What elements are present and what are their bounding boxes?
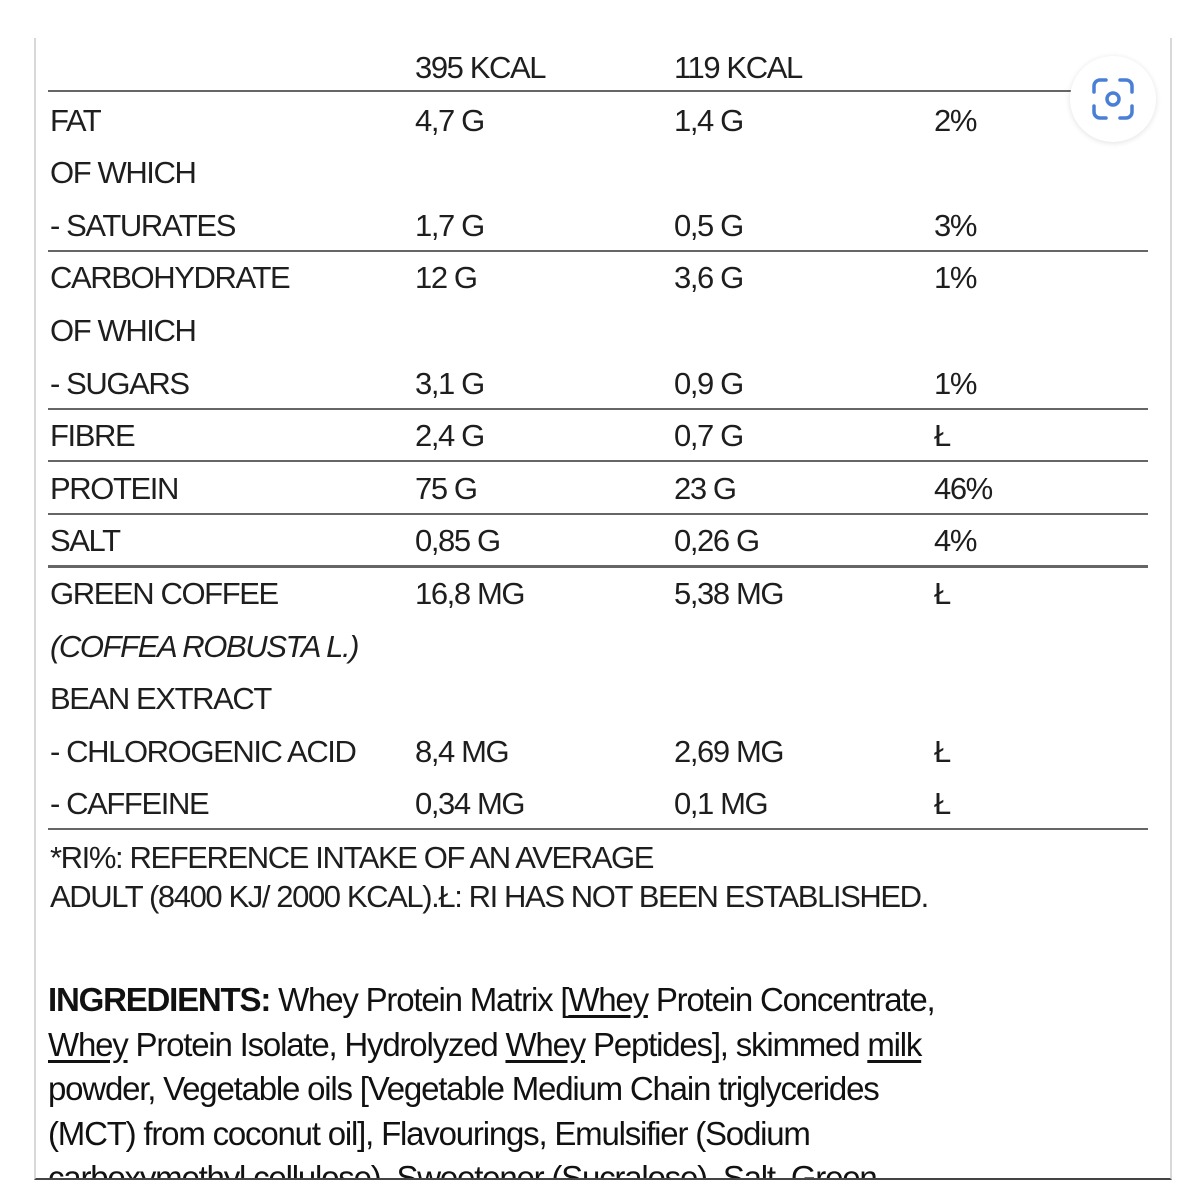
row-value: 0,5 G — [674, 207, 744, 243]
label-panel: 395 KCAL 119 KCAL FAT 4,7 G 1,4 G 2% OF WHICH -… — [34, 38, 1172, 1180]
ingredients-line: INGREDIENTS: Whey Protein Matrix [Whey P… — [48, 980, 936, 1020]
ingredients-text: Whey — [48, 1025, 129, 1063]
row-value: 2% — [934, 102, 977, 138]
row-value: 3% — [934, 207, 977, 243]
row-value: 23 G — [674, 470, 737, 506]
row-rule — [48, 512, 1148, 515]
ingredients-text: (MCT) from coconut oil], Flavourings, Em… — [48, 1114, 811, 1152]
column-header: 395 KCAL — [415, 50, 547, 85]
row-label: SALT — [50, 523, 121, 559]
row-value: Ł — [934, 576, 951, 611]
ingredients-heading: INGREDIENTS: — [48, 981, 271, 1018]
footnote: *RI%: REFERENCE INTAKE OF AN AVERAGE — [50, 840, 654, 875]
row-value: 75 G — [415, 470, 478, 506]
row-value: Ł — [934, 786, 951, 822]
ingredients-text: Protein Isolate, Hydrolyzed — [127, 1025, 506, 1063]
ingredients-text: powder, Vegetable oils [Vegetable Medium… — [48, 1070, 880, 1107]
row-label: (COFFEA ROBUSTA L.) — [50, 628, 360, 664]
row-value: 46% — [934, 470, 993, 506]
row-value: Ł — [934, 418, 951, 454]
row-value: 1,7 G — [415, 207, 485, 243]
row-value: 8,4 MG — [415, 733, 510, 769]
row-label: BEAN EXTRACT — [50, 681, 272, 717]
row-value: 2,4 G — [415, 418, 485, 454]
row-value: 0,26 G — [674, 523, 760, 559]
ingredients-text: Whey — [505, 1025, 586, 1063]
row-label: PROTEIN — [50, 470, 179, 506]
ingredients-text: Whey Protein Matrix [ — [270, 981, 569, 1018]
row-value: 1,4 G — [674, 102, 744, 138]
ingredients-text: carboxymethyl cellulose), Sweetener (Suc… — [48, 1159, 878, 1180]
footnote: ADULT (8400 KJ/ 2000 KCAL).Ł: RI HAS NOT… — [50, 879, 929, 914]
row-label: OF WHICH — [50, 155, 197, 191]
row-value: 2,69 MG — [674, 733, 784, 769]
row-rule — [48, 407, 1148, 410]
row-rule — [48, 249, 1148, 252]
ingredients-line: carboxymethyl cellulose), Sweetener (Suc… — [48, 1158, 878, 1180]
row-label: - SATURATES — [50, 207, 236, 243]
ingredients-line: Whey Protein Isolate, Hydrolyzed Whey Pe… — [48, 1025, 922, 1065]
row-label: GREEN COFFEE — [50, 576, 279, 611]
row-value: 3,6 G — [674, 260, 744, 296]
row-value: 3,1 G — [415, 365, 485, 401]
row-label: FAT — [50, 102, 102, 138]
row-value: 5,38 MG — [674, 576, 784, 611]
row-value: 1% — [934, 260, 977, 296]
row-value: Ł — [934, 733, 951, 769]
row-value: 4% — [934, 523, 977, 559]
row-value: 1% — [934, 365, 977, 401]
visual-search-button[interactable] — [1070, 56, 1156, 142]
row-value: 0,85 G — [415, 523, 501, 559]
ingredients-text: Protein Concentrate, — [647, 981, 936, 1018]
row-label: - CHLOROGENIC ACID — [50, 733, 357, 769]
row-rule — [48, 828, 1148, 831]
row-value: 0,7 G — [674, 418, 744, 454]
row-label: OF WHICH — [50, 313, 197, 348]
ingredients-text: Whey — [568, 981, 649, 1018]
header-rule — [48, 90, 1073, 92]
row-value: 4,7 G — [415, 102, 485, 138]
row-value: 0,9 G — [674, 365, 744, 401]
lens-icon — [1092, 78, 1134, 120]
ingredients-text: Peptides], skimmed — [585, 1025, 868, 1063]
row-value: 0,34 MG — [415, 786, 525, 822]
row-rule — [48, 460, 1148, 463]
row-label: FIBRE — [50, 418, 136, 454]
ingredients-text: milk — [867, 1025, 922, 1063]
ingredients-line: (MCT) from coconut oil], Flavourings, Em… — [48, 1114, 811, 1154]
row-label: - SUGARS — [50, 365, 190, 401]
row-label: CARBOHYDRATE — [50, 260, 291, 296]
row-label: - CAFFEINE — [50, 786, 210, 822]
row-rule — [48, 565, 1148, 569]
row-value: 12 G — [415, 260, 478, 296]
ingredients-line: powder, Vegetable oils [Vegetable Medium… — [48, 1069, 880, 1109]
row-value: 0,1 MG — [674, 786, 769, 822]
row-value: 16,8 MG — [415, 576, 525, 611]
column-header: 119 KCAL — [674, 50, 803, 85]
